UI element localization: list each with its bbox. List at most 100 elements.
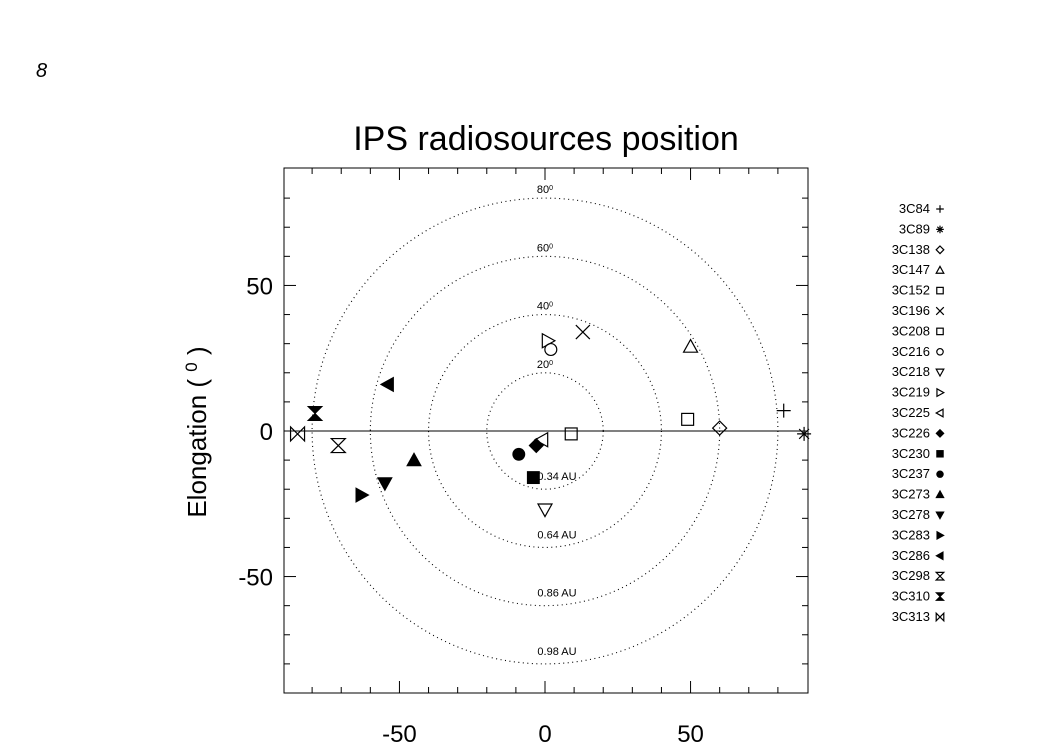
legend-entry: 3C216	[892, 344, 944, 359]
square-marker	[936, 327, 944, 336]
square-marker	[526, 471, 540, 485]
triangle-marker	[936, 387, 946, 398]
legend-entry: 3C225	[892, 405, 944, 420]
point-3c152	[681, 412, 695, 426]
legend-entry: 3C226	[892, 425, 945, 440]
legend-entry: 3C208	[892, 323, 944, 338]
point-3c313	[289, 425, 306, 443]
x-marker	[575, 324, 591, 340]
legend-label: 3C216	[892, 344, 930, 359]
y-tick-label: 50	[246, 273, 273, 300]
legend-label: 3C152	[892, 283, 930, 298]
elongation-circle	[369, 255, 721, 607]
circle-marker	[936, 470, 944, 478]
legend-label: 3C273	[892, 487, 930, 502]
legend-entry: 3C196	[892, 303, 945, 318]
point-3c283	[355, 487, 370, 503]
x-tick-label: 0	[538, 721, 551, 748]
au-label: 0.86 AU	[537, 588, 576, 600]
legend: 3C84 3C89 3C138 3C147 3C152 3C196 3C208 3C216 3C…	[892, 201, 946, 624]
elongation-circle	[428, 314, 662, 548]
point-3c230	[526, 471, 540, 485]
legend-entry: 3C286	[892, 548, 944, 563]
x-tick-label: -50	[382, 721, 417, 748]
triangle-marker	[936, 530, 945, 541]
triangle-marker	[935, 511, 945, 520]
triangle-marker	[355, 487, 370, 503]
legend-label: 3C283	[892, 527, 930, 542]
x-tick-label: 50	[677, 721, 704, 748]
bowtie-marker	[289, 425, 306, 443]
square-marker	[564, 427, 578, 441]
elongation-label: 600	[537, 242, 553, 254]
elongation-label: 200	[537, 359, 553, 371]
legend-entry: 3C278	[892, 507, 945, 522]
square-marker	[936, 286, 944, 295]
elongation-circle	[486, 372, 604, 490]
point-3c219	[541, 332, 557, 349]
elongation-circles: 200 0.34 AU 400 0.64 AU 600 0.86 AU 800 0.98 AU	[311, 184, 779, 665]
legend-entry: 3C147	[892, 262, 945, 277]
triangle-marker	[682, 338, 699, 353]
triangle-marker	[379, 376, 394, 393]
legend-entry: 3C152	[892, 283, 944, 298]
legend-entry: 3C84	[899, 201, 944, 216]
diamond-marker	[711, 420, 728, 436]
legend-label: 3C218	[892, 364, 930, 379]
triangle-marker	[934, 408, 944, 418]
y-axis-label-text: Elongation ( 0 )	[182, 346, 213, 517]
au-label: 0.34 AU	[537, 471, 576, 483]
legend-label: 3C84	[899, 201, 930, 216]
page-label: 8	[36, 60, 48, 82]
legend-entry: 3C310	[892, 589, 946, 604]
circle-marker	[936, 347, 944, 356]
point-3c310	[306, 406, 324, 422]
legend-entry: 3C283	[892, 527, 945, 542]
au-label: 0.64 AU	[537, 529, 576, 541]
au-label: 0.98 AU	[537, 646, 576, 658]
hourglass-marker	[934, 571, 946, 581]
legend-label: 3C225	[892, 405, 930, 420]
plus-marker	[776, 403, 791, 418]
plus-marker	[936, 205, 944, 213]
point-3c278	[377, 477, 393, 492]
point-3c196	[575, 324, 591, 340]
bowtie-marker	[935, 611, 945, 623]
legend-entry: 3C273	[892, 487, 945, 502]
hourglass-marker	[934, 592, 946, 601]
legend-entry: 3C219	[892, 385, 946, 400]
legend-entry: 3C313	[892, 609, 945, 624]
point-3c138	[711, 420, 728, 436]
asterisk-marker	[936, 225, 944, 234]
triangle-marker	[406, 452, 422, 467]
point-3c208	[564, 427, 578, 441]
point-3c89	[797, 426, 812, 441]
legend-label: 3C278	[892, 507, 930, 522]
legend-entry: 3C218	[892, 364, 945, 379]
triangle-marker	[935, 265, 945, 274]
square-marker	[681, 412, 695, 426]
y-axis-label: Elongation ( 0 )	[182, 346, 213, 517]
point-3c273	[406, 452, 422, 467]
legend-label: 3C89	[899, 221, 930, 236]
point-3c298	[329, 437, 347, 454]
legend-label: 3C208	[892, 323, 930, 338]
legend-label: 3C230	[892, 446, 930, 461]
elongation-label: 800	[537, 184, 553, 196]
legend-entry: 3C237	[892, 466, 944, 481]
hourglass-marker	[306, 406, 324, 422]
diamond-marker	[528, 437, 544, 454]
triangle-marker	[536, 503, 554, 518]
triangle-marker	[935, 551, 944, 561]
y-tick-label: -50	[238, 565, 273, 592]
plot-axes: -50 0 50 -50 0 50	[238, 167, 809, 748]
legend-label: 3C237	[892, 466, 930, 481]
data-points	[289, 324, 812, 518]
legend-entry: 3C138	[892, 242, 945, 257]
hourglass-marker	[329, 437, 347, 454]
legend-label: 3C286	[892, 548, 930, 563]
triangle-marker	[935, 368, 945, 378]
asterisk-marker	[797, 426, 812, 441]
point-3c226	[528, 437, 544, 454]
